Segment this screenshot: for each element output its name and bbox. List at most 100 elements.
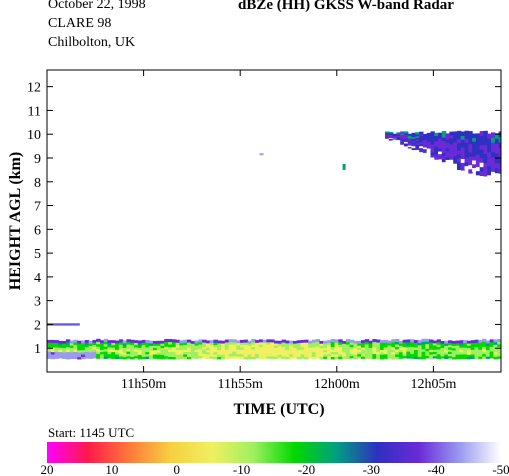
echo-pixel [464, 130, 469, 136]
echo-pixel [122, 340, 128, 344]
echo-pixel [92, 346, 97, 350]
echo-pixel [429, 349, 434, 353]
echo-pixel [438, 135, 443, 139]
echo-pixel [296, 340, 302, 344]
echo-pixel [213, 346, 218, 350]
echo-pixel [179, 342, 184, 346]
echo-pixel [464, 150, 469, 155]
echo-pixel [361, 351, 366, 355]
echo-pixel [92, 339, 97, 343]
echo-pixel [171, 353, 177, 357]
echo-pixel [434, 135, 439, 139]
echo-pixel [126, 343, 131, 347]
echo-pixel [413, 340, 419, 343]
echo-pixel [326, 344, 332, 348]
echo-pixel [255, 353, 260, 357]
echo-pixel [319, 354, 324, 358]
echo-pixel [334, 348, 339, 352]
echo-pixel [479, 131, 485, 137]
echo-pixel [396, 133, 401, 136]
echo-pixel [387, 349, 392, 353]
echo-pixel [330, 344, 336, 348]
echo-pixel [145, 342, 150, 346]
echo-pixel [285, 351, 290, 355]
echo-pixel [88, 353, 93, 357]
echo-pixel [483, 162, 488, 168]
echo-pixel [270, 355, 275, 359]
echo-pixel [111, 349, 116, 353]
echo-pixel [415, 137, 420, 140]
echo-pixel [251, 346, 256, 350]
echo-pixel [383, 349, 389, 353]
echo-pixel [198, 348, 203, 352]
echo-pixel [479, 148, 485, 154]
echo-pixel [422, 139, 428, 142]
echo-pixel [430, 144, 435, 148]
echo-pixel [141, 346, 146, 350]
echo-pixel [205, 345, 211, 348]
echo-pixel [493, 353, 498, 357]
echo-pixel [430, 139, 435, 143]
echo-pixel [247, 343, 252, 346]
echo-pixel [392, 135, 398, 137]
echo-pixel [247, 347, 252, 351]
echo-pixel [468, 135, 473, 141]
echo-pixel [364, 355, 370, 359]
echo-pixel [485, 345, 491, 348]
echo-pixel [388, 139, 394, 141]
echo-pixel [357, 342, 362, 346]
echo-pixel [400, 142, 405, 145]
echo-pixel [434, 143, 439, 147]
echo-pixel [459, 340, 464, 344]
echo-pixel [368, 351, 373, 355]
echo-pixel [444, 340, 449, 344]
echo-pixel [478, 342, 483, 346]
echo-pixel [171, 346, 177, 350]
echo-pixel [338, 348, 343, 353]
echo-pixel [323, 340, 328, 344]
echo-pixel [415, 139, 420, 142]
echo-pixel [311, 353, 317, 357]
echo-pixel [451, 354, 457, 358]
echo-pixel [168, 348, 173, 352]
echo-pixel [456, 157, 462, 163]
echo-pixel [228, 343, 233, 347]
echo-pixel [58, 347, 63, 350]
echo-pixel [141, 342, 146, 346]
echo-pixel [186, 353, 192, 357]
echo-pixel [262, 346, 268, 350]
echo-pixel [459, 342, 464, 346]
echo-pixel [308, 345, 313, 348]
echo-pixel [224, 349, 230, 353]
echo-pixel [453, 138, 458, 143]
echo-pixel [194, 340, 199, 344]
echo-pixel [130, 342, 135, 346]
echo-pixel [315, 355, 320, 359]
echo-pixel [62, 356, 67, 360]
echo-pixel [498, 141, 501, 148]
echo-pixel [69, 353, 75, 357]
echo-pixel [164, 350, 169, 354]
echo-pixel [460, 139, 466, 144]
echo-pixel [432, 353, 438, 357]
echo-pixel [406, 339, 411, 343]
echo-pixel [160, 340, 165, 344]
echo-pixel [69, 342, 75, 346]
echo-pixel [62, 349, 67, 353]
echo-pixel [152, 353, 158, 357]
echo-pixel [353, 356, 358, 360]
echo-pixel [292, 353, 298, 357]
echo-pixel [410, 341, 415, 345]
y-tick-label: 4 [34, 271, 41, 286]
echo-pixel [99, 349, 105, 353]
echo-pixel [445, 136, 451, 140]
echo-pixel [77, 352, 82, 355]
echo-pixel [407, 133, 413, 136]
echo-pixel [453, 149, 458, 154]
echo-pixel [77, 349, 82, 353]
echo-pixel [460, 131, 466, 136]
echo-pixel [345, 348, 351, 352]
echo-pixel [243, 339, 249, 343]
echo-pixel [221, 342, 226, 346]
echo-pixel [491, 156, 496, 163]
